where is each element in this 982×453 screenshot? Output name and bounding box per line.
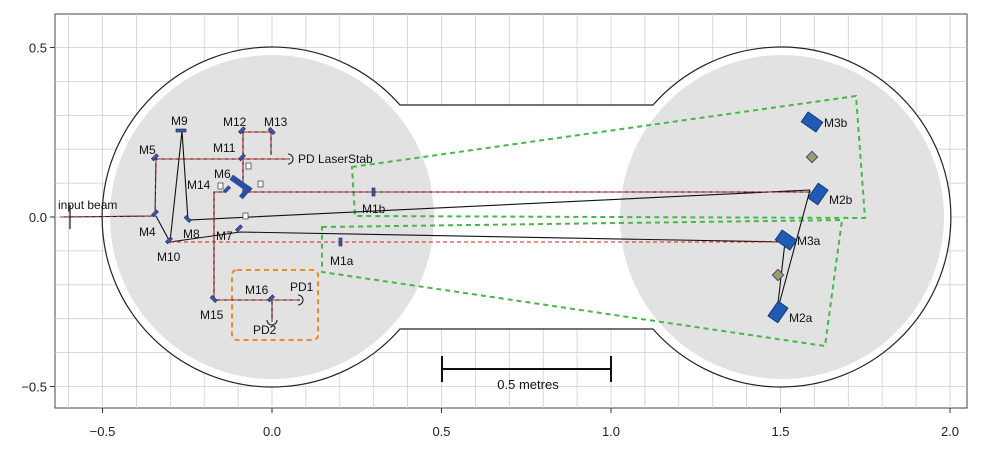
mirror-m1b (371, 187, 376, 197)
y-tick-label: 0.5 (29, 41, 47, 56)
label-m2b: M2b (829, 193, 853, 207)
label-m16: M16 (245, 283, 269, 297)
splitter-b (805, 150, 819, 164)
mirror-m13 (267, 127, 276, 135)
mirror-m2a (767, 300, 789, 324)
label-m3a: M3a (797, 234, 821, 248)
label-m15: M15 (200, 308, 224, 322)
label-m6: M6 (214, 167, 231, 181)
label-pd1: PD1 (290, 280, 314, 294)
x-tick-label: 1.5 (771, 424, 789, 439)
mirror-m1a (338, 237, 343, 247)
cavity-box-b (350, 94, 867, 220)
label-m2a: M2a (789, 311, 813, 325)
mirror-labels: M1a M1b M2a M2b M3a M3b M4 M5 M6 M7 M8 M… (139, 114, 853, 337)
pd-laserstab-label: PD LaserStab (298, 152, 373, 166)
input-beam-label: input beam (58, 198, 117, 212)
label-m7: M7 (216, 229, 233, 243)
label-m3b: M3b (824, 116, 848, 130)
label-m9: M9 (171, 114, 188, 128)
chamber-left-fill (110, 55, 434, 379)
mirror-m11 (238, 153, 246, 162)
photodiode-pd1-icon (297, 294, 304, 306)
label-m1a: M1a (330, 254, 354, 268)
label-pd2: PD2 (253, 323, 277, 337)
mirror-m2b (807, 182, 829, 206)
scale-bar-label: 0.5 metres (497, 377, 559, 392)
y-axis-ticks: 0.5 0.0 −0.5 (21, 41, 55, 395)
large-mirrors (767, 111, 829, 324)
y-tick-label: −0.5 (21, 380, 47, 395)
mirror-m4 (151, 209, 159, 218)
mirror-m9 (175, 128, 187, 133)
scale-bar (441, 356, 612, 382)
photodiode-box (231, 269, 319, 341)
x-tick-label: −0.5 (90, 424, 116, 439)
label-m4: M4 (139, 225, 156, 239)
x-tick-label: 1.0 (602, 424, 620, 439)
label-m13: M13 (264, 115, 288, 129)
label-m12: M12 (223, 115, 247, 129)
mirror-m15 (209, 295, 218, 303)
x-tick-label: 0.5 (432, 424, 450, 439)
mirror-m7 (235, 224, 243, 233)
label-m8: M8 (183, 227, 200, 241)
label-m1b: M1b (362, 202, 386, 216)
mirror-m3a (774, 229, 798, 251)
splitter-a (771, 268, 785, 282)
small-mirrors (151, 126, 376, 303)
mirror-m10 (165, 236, 173, 245)
x-axis-ticks: −0.5 0.0 0.5 1.0 1.5 2.0 (90, 408, 959, 439)
mirror-m8 (183, 215, 192, 223)
label-m5: M5 (139, 143, 156, 157)
photodiode-laserstab-icon (287, 153, 294, 165)
label-m11: M11 (213, 141, 236, 155)
label-m14: M14 (187, 178, 211, 192)
mirror-m12 (238, 126, 246, 135)
mirror-m16 (267, 294, 275, 303)
x-tick-label: 0.0 (263, 424, 281, 439)
cavity-box-a (321, 218, 844, 348)
label-m10: M10 (157, 250, 181, 264)
photodiodes (266, 153, 304, 326)
y-tick-label: 0.0 (29, 210, 47, 225)
x-tick-label: 2.0 (941, 424, 959, 439)
photodiode-pd2-icon (266, 319, 278, 326)
mirror-m14 (223, 185, 231, 194)
mirror-m3b (800, 111, 824, 133)
beam-labels: input beam PD LaserStab (58, 152, 373, 212)
mirror-m5 (151, 153, 159, 162)
mirror-m6-assembly (217, 162, 264, 220)
splitters (771, 150, 819, 282)
